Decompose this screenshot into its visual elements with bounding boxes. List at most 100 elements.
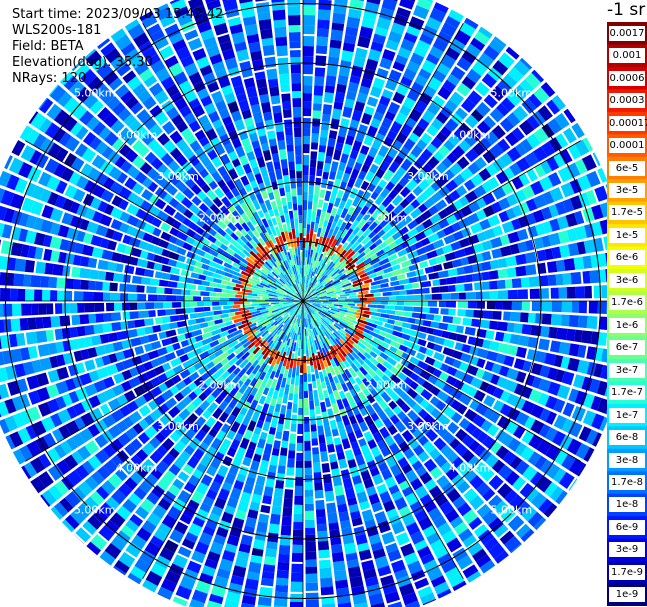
data-cell — [268, 294, 278, 297]
data-cell — [124, 443, 137, 457]
data-cell — [461, 76, 476, 90]
data-cell — [468, 517, 483, 530]
data-cell — [318, 391, 324, 401]
data-cell — [305, 551, 317, 560]
data-cell — [271, 329, 280, 338]
data-cell — [376, 483, 388, 495]
data-cell — [24, 259, 35, 273]
data-cell — [252, 199, 261, 211]
data-cell — [292, 107, 302, 118]
data-cell — [483, 408, 495, 420]
ring-label: 4.00km — [449, 462, 491, 475]
data-cell — [418, 516, 433, 531]
data-cell — [495, 445, 510, 460]
data-cell — [15, 333, 26, 347]
data-cell — [483, 115, 497, 129]
data-cell — [373, 111, 384, 122]
data-cell — [312, 381, 317, 389]
data-cell — [319, 359, 325, 370]
data-cell — [358, 124, 369, 134]
data-cell — [192, 468, 204, 480]
data-cell — [135, 208, 148, 220]
data-cell — [556, 384, 571, 400]
data-cell — [288, 392, 294, 401]
data-cell — [221, 316, 233, 323]
data-cell — [277, 295, 285, 299]
data-cell — [431, 421, 443, 433]
data-cell — [297, 307, 301, 318]
data-cell — [492, 387, 504, 400]
data-cell — [313, 194, 319, 205]
data-cell — [347, 566, 362, 579]
data-cell — [297, 195, 303, 206]
data-cell — [216, 219, 227, 230]
data-cell — [144, 343, 153, 352]
data-cell — [196, 190, 207, 201]
data-cell — [450, 66, 466, 81]
data-cell — [94, 83, 110, 99]
data-cell — [488, 494, 503, 509]
data-cell — [430, 181, 442, 192]
data-cell — [417, 338, 427, 347]
data-cell — [48, 484, 63, 501]
data-cell — [342, 534, 355, 545]
data-cell — [263, 364, 270, 374]
data-cell — [154, 271, 163, 279]
data-cell — [168, 197, 180, 209]
data-cell — [283, 294, 294, 299]
data-cell — [226, 429, 236, 440]
data-cell — [209, 372, 220, 382]
data-cell — [229, 196, 239, 208]
data-cell — [387, 101, 401, 115]
data-cell — [115, 263, 124, 273]
data-cell — [352, 593, 368, 605]
data-cell — [405, 244, 417, 254]
data-cell — [406, 152, 417, 164]
data-cell — [160, 578, 177, 593]
data-cell — [220, 280, 229, 285]
data-cell — [282, 335, 288, 344]
data-cell — [282, 205, 289, 214]
data-cell — [389, 366, 401, 377]
data-cell — [546, 463, 561, 480]
data-cell — [298, 391, 303, 399]
data-cell — [251, 493, 262, 504]
data-cell — [570, 271, 582, 285]
data-cell — [194, 429, 207, 442]
data-cell — [270, 398, 277, 407]
data-cell — [243, 315, 253, 321]
data-cell — [309, 175, 315, 186]
data-cell — [240, 274, 248, 280]
data-cell — [180, 339, 190, 348]
data-cell — [317, 287, 325, 293]
data-cell — [283, 316, 290, 324]
data-cell — [362, 336, 371, 343]
data-cell — [200, 155, 212, 167]
data-cell — [280, 231, 287, 243]
data-cell — [333, 389, 341, 401]
data-cell — [308, 336, 313, 347]
data-cell — [299, 323, 302, 333]
data-cell — [328, 235, 336, 245]
data-cell — [124, 477, 138, 491]
data-cell — [436, 62, 451, 76]
data-cell — [40, 219, 54, 234]
data-cell — [442, 315, 454, 324]
data-cell — [338, 458, 348, 469]
data-cell — [174, 392, 185, 402]
data-cell — [156, 477, 171, 492]
data-cell — [346, 559, 360, 569]
data-cell — [381, 341, 390, 349]
data-cell — [234, 509, 247, 521]
data-cell — [268, 523, 280, 534]
data-cell — [582, 410, 597, 427]
data-cell — [287, 297, 297, 300]
data-cell — [502, 301, 512, 310]
data-cell — [425, 313, 435, 321]
data-cell — [334, 290, 344, 294]
data-cell — [99, 333, 110, 344]
data-cell — [260, 224, 267, 234]
data-cell — [443, 234, 456, 245]
data-cell — [314, 67, 326, 78]
data-cell — [289, 50, 301, 58]
